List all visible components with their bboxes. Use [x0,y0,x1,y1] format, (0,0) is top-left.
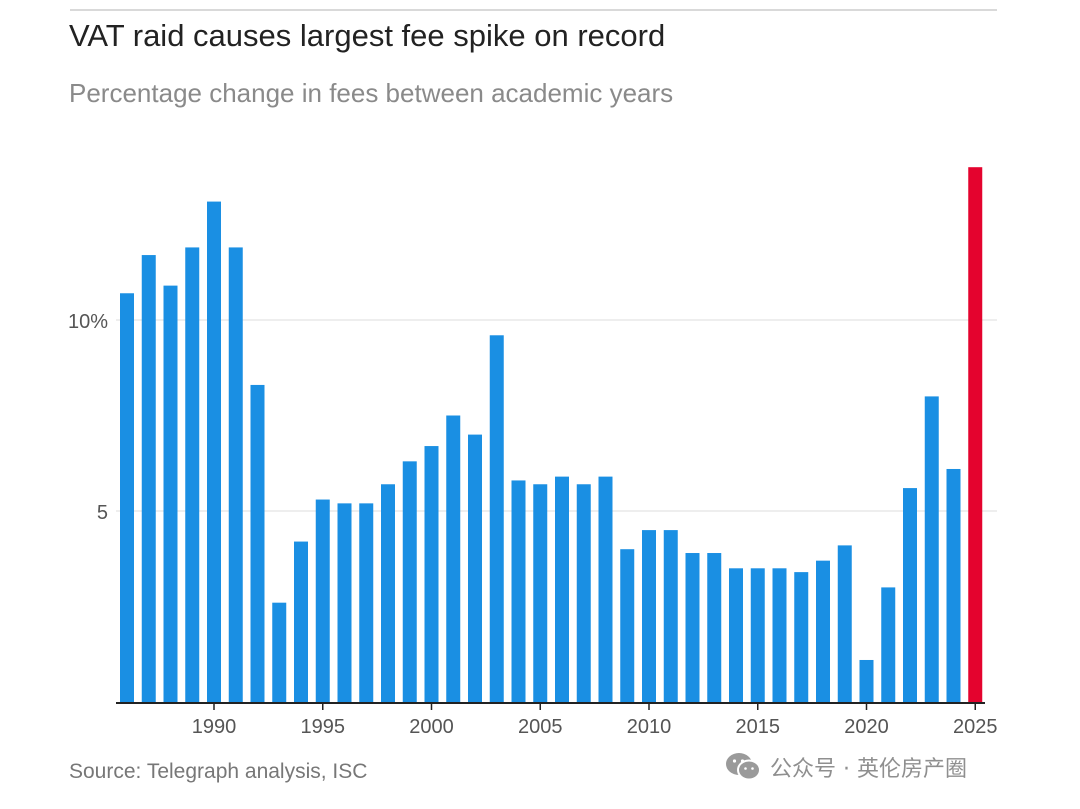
bar-2002 [468,434,482,702]
top-rule [70,9,997,11]
bar-2016 [772,568,787,702]
y-tick-label: 10% [68,311,108,333]
bar-2011 [663,530,678,702]
x-tick-label: 2025 [953,716,998,738]
x-tick-label: 1990 [192,716,237,738]
bar-2017 [794,572,809,702]
x-tick-label: 2020 [844,716,889,738]
bar-2007 [576,484,591,702]
bar-1987 [141,255,156,702]
bar-2023 [924,396,939,702]
bar-2008 [598,476,613,702]
x-tick-label: 1995 [301,716,346,738]
bar-1991 [228,247,243,703]
bar-1990 [207,201,221,702]
bar-1986 [120,293,134,702]
bar-1988 [163,285,178,702]
bar-2009 [620,549,635,702]
bar-1996 [337,503,352,702]
bar-2021 [881,587,896,702]
x-tick-label: 2015 [736,716,781,738]
bar-1994 [294,541,308,702]
bar-1989 [185,247,200,703]
watermark-text: 公众号 · 英伦房产圈 [770,757,967,782]
bar-2004 [511,480,526,702]
bar-2024 [946,468,961,702]
y-tick-label: 5 [97,502,108,524]
bar-2019 [837,545,852,702]
bar-1993 [272,602,287,702]
bar-2005 [533,484,548,702]
bar-2000 [424,446,439,702]
bar-chart: 5 10% 1990 1995 2000 2005 2010 2015 2020 2025 [68,167,998,738]
bar-1997 [359,503,374,702]
bar-2010 [642,530,656,702]
chart-title: VAT raid causes largest fee spike on rec… [69,18,666,53]
bar-2001 [446,415,461,702]
bar-1998 [381,484,395,702]
bar-2018 [816,560,830,702]
bar-2022 [903,488,917,702]
bar-2025 [968,167,983,702]
bar-2015 [750,568,765,702]
chart-subtitle: Percentage change in fees between academ… [69,78,674,108]
x-tick-label: 2005 [518,716,563,738]
bar-1999 [402,461,417,702]
wechat-icon [726,753,761,781]
bar-2012 [685,553,700,702]
bar-1995 [315,499,330,702]
watermark: 公众号 · 英伦房产圈 [724,750,967,784]
x-tick-label: 2010 [627,716,672,738]
bar-2020 [859,659,874,702]
bar-1992 [250,384,265,702]
source-note: Source: Telegraph analysis, ISC [69,760,368,783]
bar-2014 [729,568,743,702]
bar-2003 [489,335,504,702]
bar-2013 [707,553,722,702]
x-tick-label: 2000 [409,716,454,738]
bar-2006 [555,476,569,702]
